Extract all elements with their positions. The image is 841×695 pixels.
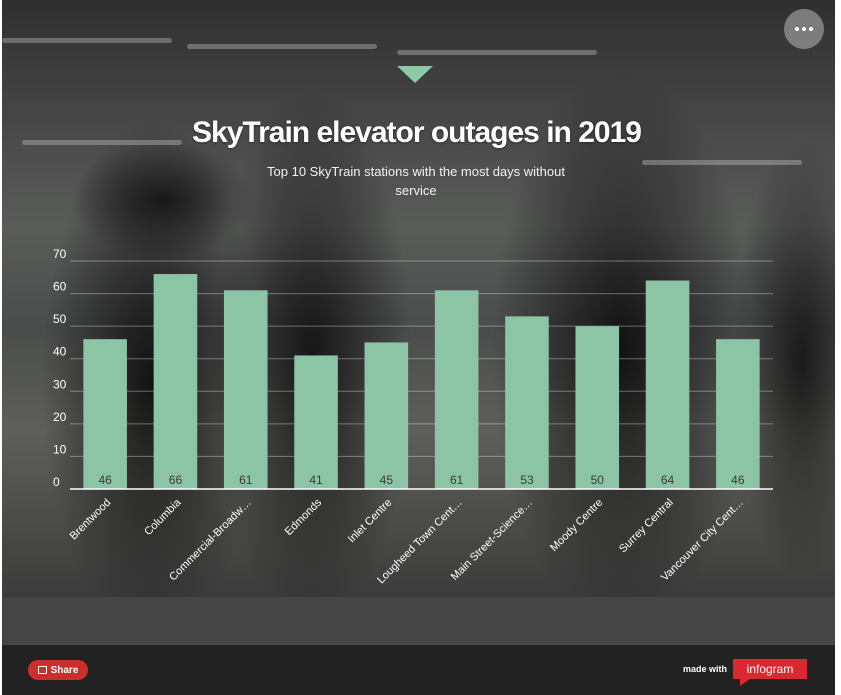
footer-band: [2, 597, 835, 645]
ceiling-light: [397, 50, 597, 55]
bar: [364, 342, 409, 489]
y-tick-label: 20: [53, 410, 67, 424]
x-tick-label: Vancouver City Cent…: [659, 497, 746, 584]
x-tick-label: Inlet Centre: [346, 497, 395, 546]
bar: [505, 316, 549, 489]
chart-subtitle: Top 10 SkyTrain stations with the most d…: [267, 164, 565, 198]
ceiling-light: [642, 160, 802, 165]
x-tick-label: Surrey Central: [617, 497, 676, 556]
x-tick-label: Columbia: [142, 496, 184, 538]
bar: [575, 326, 620, 489]
bar: [716, 339, 760, 489]
more-horizontal-icon: [809, 27, 813, 31]
footer-bar: [2, 645, 835, 695]
data-label: 53: [520, 473, 534, 487]
data-label: 64: [661, 473, 675, 487]
x-tick-label: Commercial-Broadw…: [167, 497, 254, 584]
made-with-label: made with: [683, 664, 728, 674]
background-photo: [2, 0, 835, 597]
share-icon: [37, 666, 47, 674]
chevron-down-icon[interactable]: [397, 66, 433, 83]
y-tick-label: 60: [53, 280, 67, 294]
data-label: 41: [309, 473, 323, 487]
x-tick-label: Moody Centre: [548, 497, 605, 554]
more-horizontal-icon: [795, 27, 799, 31]
data-label: 45: [380, 473, 394, 487]
logo-tail: [740, 679, 750, 686]
ceiling-light: [2, 38, 172, 43]
bar: [153, 274, 198, 489]
bar: [223, 290, 268, 489]
more-horizontal-icon: [802, 27, 806, 31]
ceiling-light: [187, 44, 377, 49]
y-tick-label: 30: [53, 377, 67, 391]
chart-title: SkyTrain elevator outages in 2019: [192, 116, 642, 149]
share-label: Share: [50, 664, 79, 676]
y-tick-label: 70: [53, 247, 67, 261]
bar: [645, 280, 690, 489]
more-options-button[interactable]: [784, 9, 824, 49]
bar: [83, 339, 127, 489]
data-label: 46: [98, 473, 112, 487]
x-tick-label: Edmonds: [283, 496, 325, 538]
y-tick-label: 0: [53, 475, 60, 489]
bar: [434, 290, 479, 489]
share-button[interactable]: Share: [28, 660, 88, 680]
data-label: 61: [239, 473, 253, 487]
bar-chart: 0 10 20 30 40 50 60 70 46 Brentwood 66 Columbia 61 Co…: [53, 247, 773, 586]
x-tick-label: Main Street-Science…: [449, 497, 535, 583]
infogram-logo[interactable]: infogram: [733, 659, 807, 679]
y-tick-label: 10: [53, 442, 67, 456]
data-label: 66: [169, 473, 183, 487]
ceiling-light: [22, 140, 182, 145]
bar: [294, 355, 338, 489]
data-label: 61: [450, 473, 464, 487]
x-tick-label: Brentwood: [68, 497, 114, 543]
data-label: 46: [731, 473, 745, 487]
data-label: 50: [591, 473, 605, 487]
y-tick-label: 40: [53, 345, 67, 359]
y-tick-label: 50: [53, 312, 67, 326]
